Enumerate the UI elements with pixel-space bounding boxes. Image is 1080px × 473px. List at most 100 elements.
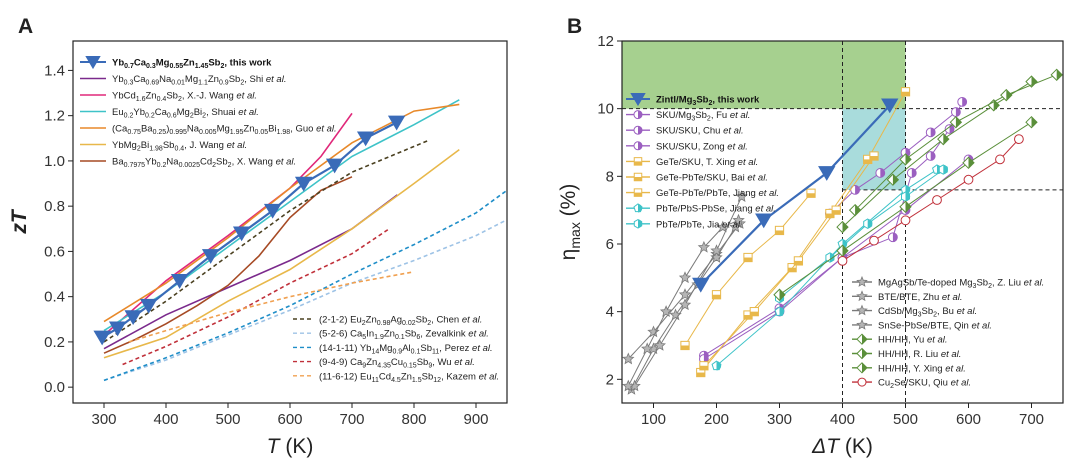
data-point <box>647 325 660 338</box>
legend-label: HH/HH, Y. Xing et al. <box>878 363 966 374</box>
data-point <box>729 220 742 233</box>
data-point <box>1050 68 1063 82</box>
marker-fill <box>867 219 873 229</box>
marker-fill <box>638 141 642 150</box>
legend-label: BTE/BTE, Zhu et al. <box>878 292 963 303</box>
data-point <box>901 191 911 202</box>
legend-label: (2-1-2) Eu2Zn0.98Ag0.02Sb2, Chen et al. <box>319 315 482 328</box>
marker-fill <box>638 110 642 119</box>
legend-item: Cu2Se/SKU, Qiu et al. <box>852 377 971 390</box>
legend-item: (2-1-2) Eu2Zn0.98Ag0.02Sb2, Chen et al. <box>293 315 482 328</box>
legend-item: Eu0.2Yb0.2Ca0.6Mg2Bi2, Shuai et al. <box>80 107 259 120</box>
marker-fill <box>1056 69 1063 81</box>
x-tick-label: 200 <box>704 411 729 428</box>
legend-item: CdSb/Mg3Sb2, Bu et al. <box>852 304 977 319</box>
data-point <box>711 290 722 300</box>
legend-label: GeTe-PbTe/SKU, Bai et al. <box>656 173 768 184</box>
data-point <box>848 203 862 217</box>
data-point <box>899 153 912 166</box>
y-tick-label: 8 <box>606 168 614 185</box>
data-point <box>1000 88 1013 102</box>
marker-fill <box>962 97 967 107</box>
plot-area <box>622 41 1063 403</box>
data-point <box>697 240 711 253</box>
data-point <box>711 360 722 371</box>
data-point <box>793 256 804 266</box>
marker-fill <box>993 99 1000 111</box>
y-tick-label: 10 <box>597 101 614 118</box>
data-point <box>325 158 344 174</box>
x-tick-label: 100 <box>641 411 666 428</box>
legend-item: (Ca0.75Ba0.25)0.995Na0.005Mg1.95Zn0.05Bi… <box>80 124 337 136</box>
marker-fill <box>794 260 803 266</box>
data-point <box>875 168 886 178</box>
y-tick-label: 0.8 <box>44 198 65 215</box>
series-5 <box>103 148 460 359</box>
legend-label: SKU/Mg3Sb2, Fu et al. <box>656 110 750 123</box>
y-tick-label: 2 <box>606 371 614 388</box>
data-point <box>743 252 753 263</box>
marker-fill <box>806 193 816 198</box>
legend-label: Eu0.2Yb0.2Ca0.6Mg2Bi2, Shuai et al. <box>112 107 259 120</box>
legend-item: HH/HH, R. Liu et al. <box>852 347 961 360</box>
data-point <box>356 131 375 147</box>
x-tick-label: 900 <box>463 411 488 428</box>
data-point <box>678 298 692 311</box>
legend-item: YbCd1.6Zn0.4Sb2, X.-J. Wang et al. <box>80 91 257 104</box>
legend-item: (9-4-9) Ca9Zn4.35Cu0.15Sb9, Wu et al. <box>293 357 475 370</box>
marker-fill <box>634 192 642 197</box>
marker-fill <box>743 315 753 320</box>
legend-label: HH/HH, Yu et al. <box>878 335 948 346</box>
series-13 <box>773 115 1038 301</box>
data-point <box>951 107 961 117</box>
y-tick-label: 0.0 <box>44 379 65 396</box>
legend-item: HH/HH, Y. Xing et al. <box>852 362 966 374</box>
legend-label: PbTe/PbTe, Jia et al. <box>656 219 743 230</box>
series-line <box>700 91 906 373</box>
x-axis-label: ΔT (K) <box>811 435 873 458</box>
legend-label: CdSb/Mg3Sb2, Bu et al. <box>878 306 977 319</box>
legend-label: YbMg2Bi1.98Sb0.4, J. Wang et al. <box>112 140 247 153</box>
legend-label: MgAgSb/Te-doped Mg3Sb2, Z. Liu et al. <box>878 278 1044 291</box>
legend-item: PbTe/PbS-PbSe, Jiang et al. <box>626 203 776 215</box>
legend-marker <box>85 56 101 70</box>
marker-fill <box>862 348 867 359</box>
y-tick-label: 12 <box>597 33 614 50</box>
marker-fill <box>930 151 936 161</box>
data-point <box>831 205 841 215</box>
data-point <box>201 249 220 264</box>
legend-item: Yb0.7Ca0.3Mg0.55Zn1.45Sb2, this work <box>80 56 272 70</box>
marker-fill <box>930 127 936 137</box>
data-point <box>622 352 635 365</box>
y-tick-label: 0.6 <box>44 243 65 260</box>
legend-marker <box>856 333 868 345</box>
series-0 <box>692 98 899 293</box>
series-7 <box>103 139 429 343</box>
legend-B: MgAgSb/Te-doped Mg3Sb2, Z. Liu et al.BTE… <box>852 275 1044 390</box>
data-point <box>641 342 654 355</box>
marker-fill <box>863 159 872 164</box>
legend-item: SKU/Mg3Sb2, Fu et al. <box>626 110 750 123</box>
legend-item: GeTe/SKU, T. Xing et al. <box>626 157 758 168</box>
marker-fill <box>634 161 642 166</box>
legend-label: YbCd1.6Zn0.4Sb2, X.-J. Wang et al. <box>112 91 257 104</box>
data-point <box>387 115 406 131</box>
data-point <box>937 132 950 146</box>
series-line <box>703 101 963 357</box>
y-axis-label: zT <box>8 208 31 235</box>
legend-A: (2-1-2) Eu2Zn0.98Ag0.02Sb2, Chen et al. (… <box>293 315 499 384</box>
data-point <box>899 200 912 213</box>
plot-area <box>93 99 508 382</box>
x-tick-label: 300 <box>91 411 116 428</box>
data-point <box>170 274 189 289</box>
marker-fill <box>712 294 721 299</box>
data-point <box>949 115 963 129</box>
data-point <box>957 96 968 107</box>
marker-fill <box>696 372 705 377</box>
series-8 <box>103 218 508 382</box>
series-line <box>103 189 508 382</box>
data-point <box>932 195 942 205</box>
marker-fill <box>905 153 911 165</box>
y-axis-label: ηmax (%) <box>557 184 583 261</box>
